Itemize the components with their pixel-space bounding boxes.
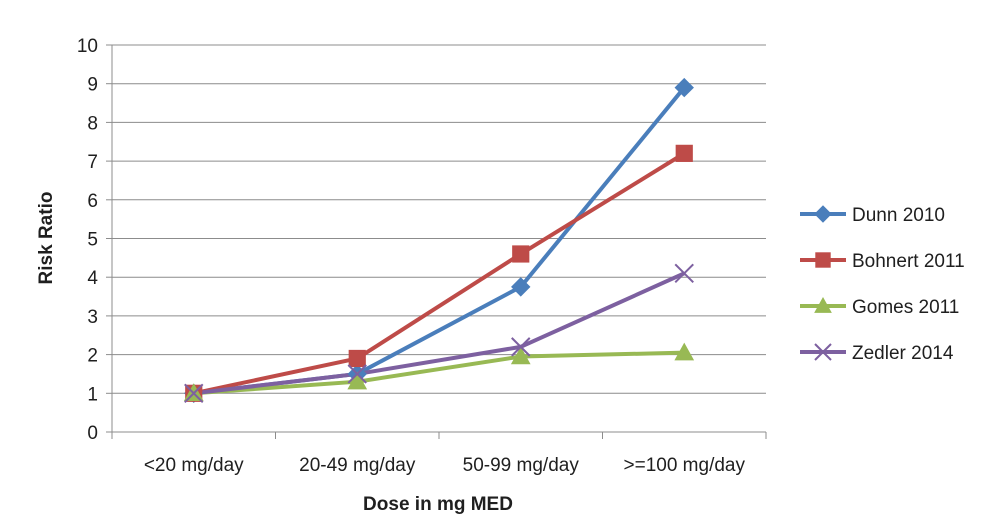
series-markers bbox=[183, 77, 695, 404]
legend-label: Gomes 2011 bbox=[852, 297, 959, 318]
data-point-x-stroke bbox=[347, 364, 367, 384]
data-point-square bbox=[815, 252, 831, 268]
legend-label: Dunn 2010 bbox=[852, 205, 945, 226]
series-line-1 bbox=[193, 151, 686, 396]
y-tick-label: 0 bbox=[87, 423, 98, 444]
y-tick-label: 7 bbox=[87, 152, 98, 173]
series-lines bbox=[193, 86, 686, 396]
legend-label: Bohnert 2011 bbox=[852, 251, 965, 272]
data-point-x bbox=[347, 364, 367, 384]
data-point-square bbox=[512, 245, 530, 263]
y-tick-label: 10 bbox=[77, 36, 98, 57]
y-tick-label: 8 bbox=[87, 113, 98, 134]
x-tick-label: 20-49 mg/day bbox=[299, 455, 416, 476]
data-point-square bbox=[675, 144, 693, 162]
data-point-x bbox=[511, 337, 531, 357]
data-point-diamond bbox=[511, 277, 531, 297]
data-point-triangle bbox=[674, 342, 695, 361]
y-tick-labels: 0 1 2 3 4 5 6 7 8 9 10 bbox=[77, 36, 99, 444]
legend-item: Gomes 2011 bbox=[800, 296, 959, 318]
y-tick-label: 2 bbox=[87, 346, 98, 367]
data-point-triangle bbox=[814, 296, 832, 313]
legend-item: Zedler 2014 bbox=[800, 343, 954, 364]
data-point-triangle bbox=[347, 371, 368, 390]
y-axis-title: Risk Ratio bbox=[36, 192, 57, 285]
axes bbox=[106, 44, 767, 439]
x-axis-title: Dose in mg MED bbox=[363, 494, 513, 515]
legend: Dunn 2010 Bohnert 2011 Gomes 2011 Zedler 20… bbox=[800, 205, 965, 364]
grid-lines bbox=[112, 44, 766, 394]
series-line-2 bbox=[193, 350, 685, 396]
y-tick-label: 1 bbox=[87, 384, 98, 405]
x-tick-label: <20 mg/day bbox=[144, 455, 244, 476]
y-tick-label: 6 bbox=[87, 191, 98, 212]
y-tick-label: 4 bbox=[87, 268, 98, 289]
data-point-x bbox=[674, 263, 694, 284]
y-tick-label: 9 bbox=[87, 75, 98, 96]
data-point-x-stroke bbox=[184, 383, 204, 404]
y-tick-label: 3 bbox=[87, 307, 98, 328]
data-point-diamond bbox=[814, 205, 832, 223]
data-point-x bbox=[814, 343, 832, 361]
legend-label: Zedler 2014 bbox=[852, 343, 954, 364]
data-point-x-stroke bbox=[814, 343, 832, 361]
data-point-x-stroke bbox=[674, 263, 694, 284]
data-point-x bbox=[184, 383, 204, 404]
data-point-x-stroke bbox=[511, 337, 531, 357]
legend-item: Dunn 2010 bbox=[800, 205, 945, 226]
series-line-3 bbox=[193, 271, 686, 396]
y-tick-label: 5 bbox=[87, 230, 98, 251]
x-tick-labels: <20 mg/day 20-49 mg/day 50-99 mg/day >=100 … bbox=[144, 455, 746, 476]
x-tick-label: 50-99 mg/day bbox=[463, 455, 580, 476]
legend-item: Bohnert 2011 bbox=[800, 251, 965, 272]
data-point-diamond bbox=[674, 77, 694, 98]
series-line-0 bbox=[193, 86, 686, 396]
data-point-square bbox=[348, 349, 366, 368]
x-tick-label: >=100 mg/day bbox=[624, 455, 746, 476]
data-point-triangle bbox=[510, 346, 531, 365]
